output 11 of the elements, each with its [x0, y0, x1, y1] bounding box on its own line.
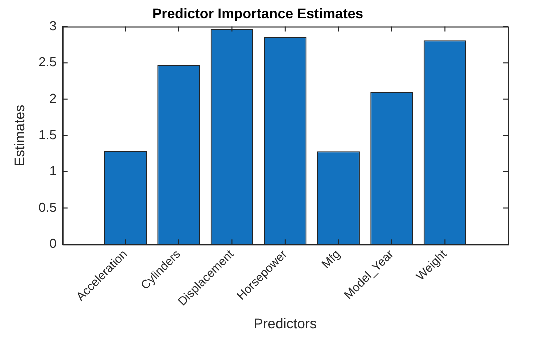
- y-tick-label: 2: [50, 90, 57, 106]
- y-tick-label: 0.5: [38, 200, 57, 215]
- y-axis-title: Estimates: [11, 104, 28, 166]
- y-tick-label: 1.5: [38, 127, 57, 142]
- x-axis-title: Predictors: [254, 315, 317, 332]
- y-tick-label: 0: [50, 236, 57, 252]
- y-tick-label: 2.5: [38, 54, 57, 70]
- chart-title: Predictor Importance Estimates: [152, 5, 364, 22]
- y-tick-label: 3: [50, 18, 57, 34]
- y-tick-label: 1: [50, 164, 57, 179]
- x-tick-label: Mfg: [319, 247, 344, 272]
